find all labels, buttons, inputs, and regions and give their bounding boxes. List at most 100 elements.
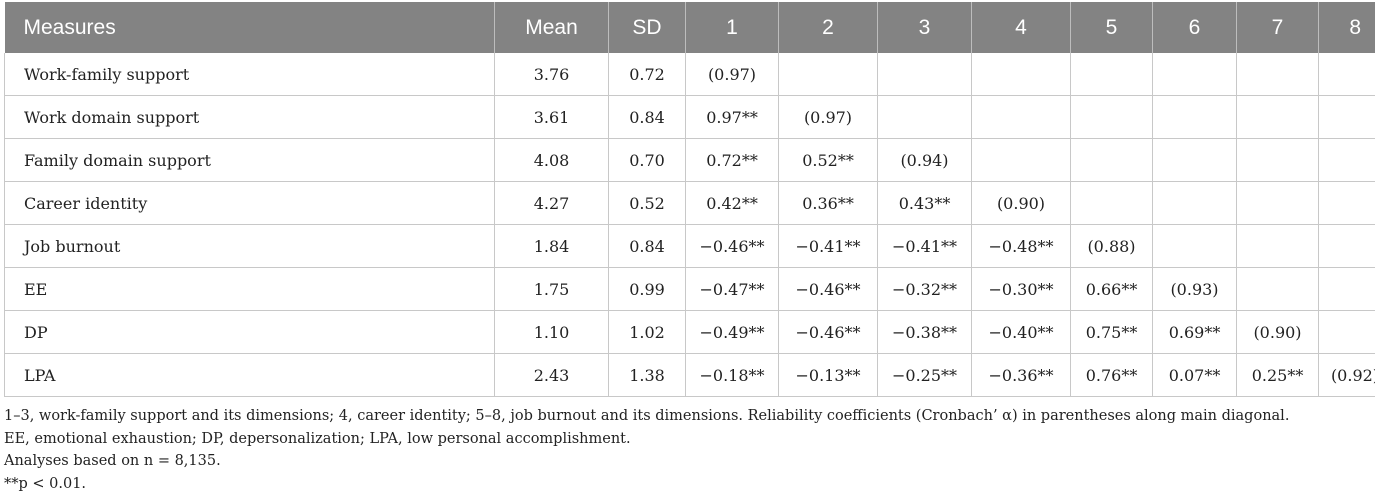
mean-value: 1.75 [494, 267, 609, 311]
correlation-cell [778, 53, 878, 96]
correlation-cell: 0.66** [1070, 267, 1153, 311]
correlation-cell: 0.97** [685, 95, 779, 139]
correlation-cell [1070, 53, 1153, 96]
correlation-cell: −0.40** [971, 310, 1071, 354]
table-row: EE 1.75 0.99 −0.47** −0.46** −0.32** −0.30** 0.… [4, 267, 1375, 311]
measure-name: LPA [4, 353, 495, 397]
correlation-cell: 0.52** [778, 138, 878, 182]
correlation-cell: −0.46** [778, 310, 878, 354]
correlation-cell: −0.49** [685, 310, 779, 354]
mean-value: 4.27 [494, 181, 609, 225]
correlation-cell [1318, 224, 1375, 268]
table-header: Measures Mean SD 1 2 3 4 5 6 7 8 [4, 2, 1375, 53]
correlation-cell [971, 95, 1071, 139]
correlation-cell: −0.46** [685, 224, 779, 268]
correlation-cell [1318, 267, 1375, 311]
correlation-cell [877, 53, 972, 96]
footnote-sample-size: Analyses based on n = 8,135. [4, 453, 221, 469]
measure-name: Job burnout [4, 224, 495, 268]
correlation-cell [1152, 181, 1237, 225]
measure-name: DP [4, 310, 495, 354]
correlation-cell: −0.47** [685, 267, 779, 311]
correlation-table: Measures Mean SD 1 2 3 4 5 6 7 8 Work-fa… [4, 2, 1375, 397]
correlation-cell: (0.93) [1152, 267, 1237, 311]
header-measures: Measures [4, 2, 495, 53]
correlation-cell: (0.88) [1070, 224, 1153, 268]
table-row: Work domain support 3.61 0.84 0.97** (0.97) [4, 95, 1375, 139]
header-row: Measures Mean SD 1 2 3 4 5 6 7 8 [4, 2, 1375, 53]
correlation-cell [1152, 138, 1237, 182]
sd-value: 1.02 [608, 310, 686, 354]
measure-name: EE [4, 267, 495, 311]
correlation-cell: 0.75** [1070, 310, 1153, 354]
correlation-cell [1070, 95, 1153, 139]
correlation-cell: −0.48** [971, 224, 1071, 268]
mean-value: 3.61 [494, 95, 609, 139]
table-row: Job burnout 1.84 0.84 −0.46** −0.41** −0.41**… [4, 224, 1375, 268]
correlation-cell: 0.72** [685, 138, 779, 182]
sd-value: 0.70 [608, 138, 686, 182]
footnote-abbreviations-numbers: 1–3, work-family support and its dimensi… [4, 408, 1290, 424]
correlation-cell: 0.76** [1070, 353, 1153, 397]
measure-name: Career identity [4, 181, 495, 225]
correlation-cell: −0.13** [778, 353, 878, 397]
table-footnotes: 1–3, work-family support and its dimensi… [4, 405, 1364, 495]
footnote-abbreviations-dimensions: EE, emotional exhaustion; DP, depersonal… [4, 430, 631, 447]
correlation-cell [1152, 224, 1237, 268]
mean-value: 1.84 [494, 224, 609, 268]
table-row: Family domain support 4.08 0.70 0.72** 0.52*… [4, 138, 1375, 182]
correlation-cell: (0.90) [971, 181, 1071, 225]
correlation-cell [1318, 53, 1375, 96]
correlation-cell: (0.90) [1236, 310, 1319, 354]
sd-value: 0.52 [608, 181, 686, 225]
sd-value: 0.84 [608, 95, 686, 139]
header-col-8: 8 [1318, 2, 1375, 53]
sd-value: 0.72 [608, 53, 686, 96]
correlation-cell [971, 138, 1071, 182]
correlation-cell [1070, 181, 1153, 225]
sd-value: 0.99 [608, 267, 686, 311]
correlation-cell: 0.36** [778, 181, 878, 225]
correlation-cell [1318, 310, 1375, 354]
correlation-cell: −0.41** [877, 224, 972, 268]
correlation-cell: −0.46** [778, 267, 878, 311]
measure-name: Family domain support [4, 138, 495, 182]
correlation-cell: −0.30** [971, 267, 1071, 311]
table-row: DP 1.10 1.02 −0.49** −0.46** −0.38** −0.40** 0.… [4, 310, 1375, 354]
mean-value: 4.08 [494, 138, 609, 182]
correlation-cell: 0.42** [685, 181, 779, 225]
correlation-cell [1236, 181, 1319, 225]
mean-value: 1.10 [494, 310, 609, 354]
correlation-cell: −0.25** [877, 353, 972, 397]
correlation-cell [877, 95, 972, 139]
header-col-4: 4 [971, 2, 1071, 53]
correlation-cell: 0.69** [1152, 310, 1237, 354]
correlation-cell [971, 53, 1071, 96]
correlation-cell: 0.43** [877, 181, 972, 225]
correlation-cell [1236, 138, 1319, 182]
correlation-cell [1318, 181, 1375, 225]
table-row: LPA 2.43 1.38 −0.18** −0.13** −0.25** −0.36** 0… [4, 353, 1375, 397]
footnote-significance: **p < 0.01. [4, 475, 87, 492]
table-row: Work-family support 3.76 0.72 (0.97) [4, 53, 1375, 96]
correlation-cell [1236, 95, 1319, 139]
header-col-1: 1 [685, 2, 779, 53]
header-col-5: 5 [1070, 2, 1153, 53]
correlation-cell [1070, 138, 1153, 182]
header-col-3: 3 [877, 2, 972, 53]
header-col-2: 2 [778, 2, 878, 53]
correlation-cell: −0.18** [685, 353, 779, 397]
correlation-cell: (0.94) [877, 138, 972, 182]
correlation-table-container: Measures Mean SD 1 2 3 4 5 6 7 8 Work-fa… [4, 2, 1375, 397]
sd-value: 1.38 [608, 353, 686, 397]
correlation-cell: −0.32** [877, 267, 972, 311]
correlation-cell [1152, 53, 1237, 96]
correlation-cell: (0.92) [1318, 353, 1375, 397]
mean-value: 2.43 [494, 353, 609, 397]
correlation-cell: −0.36** [971, 353, 1071, 397]
correlation-cell: (0.97) [778, 95, 878, 139]
header-col-6: 6 [1152, 2, 1237, 53]
header-sd: SD [608, 2, 686, 53]
correlation-cell: 0.07** [1152, 353, 1237, 397]
header-mean: Mean [494, 2, 609, 53]
